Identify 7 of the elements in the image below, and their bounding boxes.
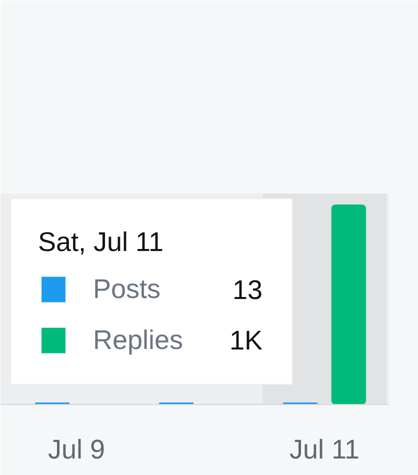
annotation: 1K — [229, 326, 263, 356]
x-tick-label: Jul 9 — [48, 434, 106, 464]
annotation: 13 — [232, 275, 263, 305]
legend-label: Posts — [93, 274, 161, 304]
legend-label: Replies — [93, 324, 184, 354]
x-tick-label: Jul 11 — [289, 434, 360, 464]
legend-title: Sat, Jul 11 — [38, 227, 165, 258]
